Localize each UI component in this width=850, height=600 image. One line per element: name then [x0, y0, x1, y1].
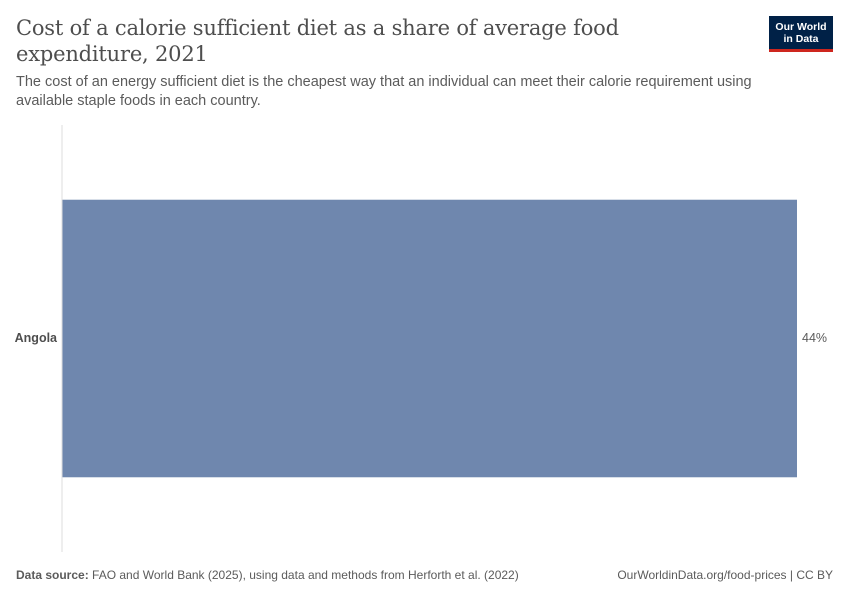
- data-source-label: Data source:: [16, 568, 89, 582]
- category-label: Angola: [15, 331, 58, 345]
- data-source-text: FAO and World Bank (2025), using data an…: [92, 568, 519, 582]
- bar-angola[interactable]: [62, 199, 798, 478]
- data-source: Data source: FAO and World Bank (2025), …: [16, 568, 519, 582]
- logo-line-1: Our World: [775, 21, 827, 33]
- value-label: 44%: [802, 331, 827, 345]
- chart-title: Cost of a calorie sufficient diet as a s…: [16, 16, 619, 66]
- source-url-link[interactable]: OurWorldinData.org/food-prices | CC BY: [617, 568, 833, 582]
- owid-logo[interactable]: Our World in Data: [769, 16, 833, 52]
- chart-subtitle: The cost of an energy sufficient diet is…: [16, 74, 752, 109]
- logo-line-2: in Data: [783, 33, 819, 45]
